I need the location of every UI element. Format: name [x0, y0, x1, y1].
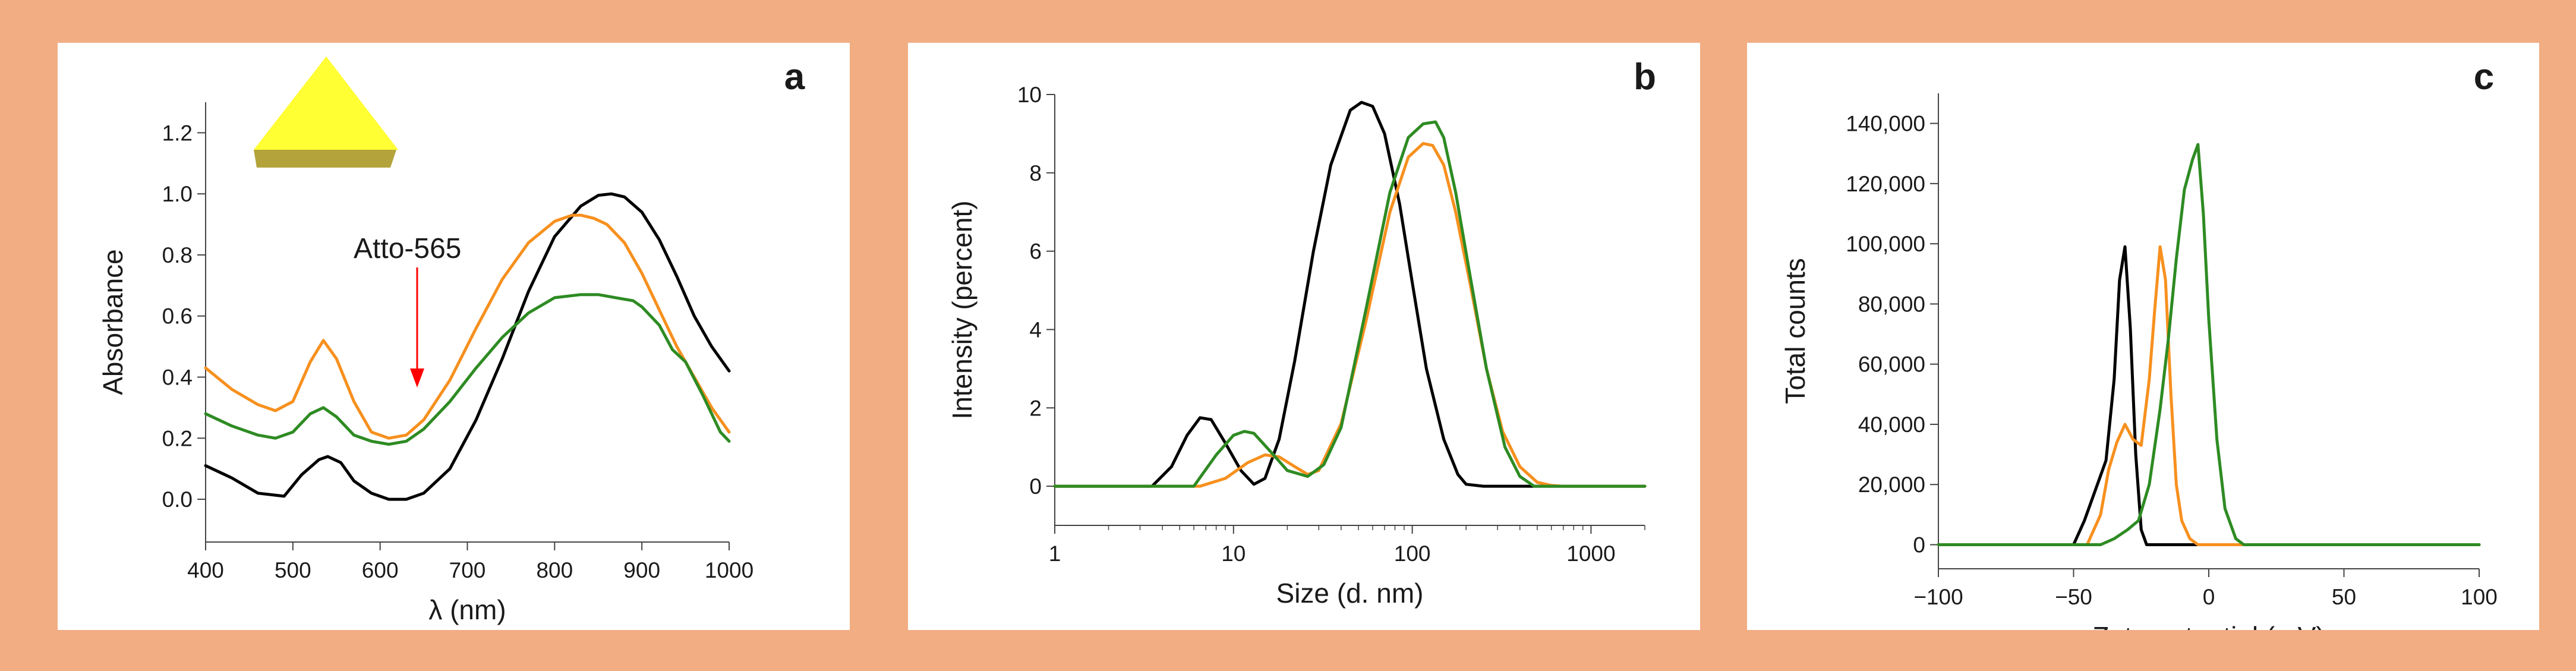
y-axis-label: Intensity (percent)	[947, 200, 978, 419]
panel-letter-a: a	[784, 56, 805, 97]
x-tick-label: 100	[2461, 585, 2498, 609]
x-tick-label: 700	[449, 558, 486, 582]
x-tick-label: 900	[623, 558, 660, 582]
intensity-chart: b 0 2 4 6 8 10 1 10 100 1000 Size (d. nm) Intensity…	[947, 56, 1656, 609]
x-tick-label: −100	[1913, 585, 1963, 609]
x-tick-label: 800	[536, 558, 573, 582]
x-tick-label: 500	[275, 558, 311, 582]
panel-a: a Atto-565 0.0 0.2 0.4 0.6 0.8 1.0 1.2 400 500 60…	[58, 43, 850, 630]
x-tick-label: 400	[187, 558, 224, 582]
y-tick-label: 6	[1029, 240, 1042, 264]
y-tick-label: 140,000	[1846, 112, 1925, 136]
y-tick-label: 0.2	[162, 426, 193, 451]
panel-letter-b: b	[1634, 56, 1656, 97]
y-tick-label: 0.4	[162, 366, 193, 390]
panel-letter-c: c	[2474, 56, 2494, 97]
x-tick-label: 100	[1394, 541, 1431, 566]
y-tick-label: 10	[1017, 83, 1042, 107]
nanoprism-illustration	[254, 56, 398, 168]
atto-565-arrow	[410, 267, 424, 388]
x-tick-label: 50	[2332, 585, 2356, 609]
series-line-black	[1937, 245, 2481, 546]
y-tick-label: 4	[1029, 317, 1042, 342]
y-tick-label: 20,000	[1858, 472, 1925, 497]
y-tick-label: 80,000	[1858, 292, 1925, 316]
series-line-green	[1937, 143, 2481, 546]
absorbance-chart: a Atto-565 0.0 0.2 0.4 0.6 0.8 1.0 1.2 400 500 60…	[97, 56, 805, 625]
y-axis-label: Absorbance	[97, 249, 128, 395]
series-line-black	[1053, 100, 1647, 488]
series-line-green	[1053, 120, 1647, 488]
y-tick-label: 120,000	[1846, 172, 1925, 196]
y-tick-label: 0	[1913, 533, 1925, 557]
x-tick-label: 0	[2203, 585, 2215, 609]
atto-565-label: Atto-565	[354, 233, 461, 264]
nanoprism-top	[254, 56, 398, 150]
arrow-head	[410, 368, 424, 388]
y-tick-label: 2	[1029, 396, 1042, 420]
x-tick-label: 600	[362, 558, 399, 582]
y-tick-label: 8	[1029, 161, 1042, 185]
y-tick-label: 0.0	[162, 487, 193, 512]
x-tick-label: 1000	[1566, 541, 1615, 566]
x-axis-label: Size (d. nm)	[1276, 578, 1424, 609]
y-tick-label: 100,000	[1846, 232, 1925, 256]
y-tick-label: 0.6	[162, 304, 193, 329]
series-line-black	[204, 192, 731, 501]
y-tick-label: 40,000	[1858, 412, 1925, 437]
series-line-orange	[1937, 245, 2481, 546]
y-tick-label: 60,000	[1858, 352, 1925, 377]
y-tick-label: 1.2	[162, 121, 193, 145]
panel-c: c 0 20,000 40,000 60,000 80,000 100,000 120,00…	[1747, 43, 2539, 630]
y-tick-label: 1.0	[162, 182, 193, 206]
x-tick-label: 1	[1049, 541, 1061, 566]
panel-b: b 0 2 4 6 8 10 1 10 100 1000 Size (d. nm) Intensity…	[908, 43, 1700, 630]
y-tick-label: 0	[1029, 474, 1042, 499]
x-axis-label: λ (nm)	[428, 594, 506, 625]
series-line-orange	[204, 213, 731, 440]
x-tick-label: 10	[1221, 541, 1246, 566]
series-line-orange	[1053, 141, 1647, 488]
series-line-green	[204, 293, 731, 446]
x-axis-label: Zeta potential (mV)	[2092, 621, 2325, 630]
y-tick-label: 0.8	[162, 243, 193, 267]
x-tick-label: 1000	[705, 558, 753, 582]
y-axis-label: Total counts	[1780, 258, 1811, 404]
nanoprism-side	[254, 150, 396, 168]
zeta-chart: c 0 20,000 40,000 60,000 80,000 100,000 120,00…	[1780, 56, 2498, 630]
x-tick-label: −50	[2055, 585, 2092, 609]
